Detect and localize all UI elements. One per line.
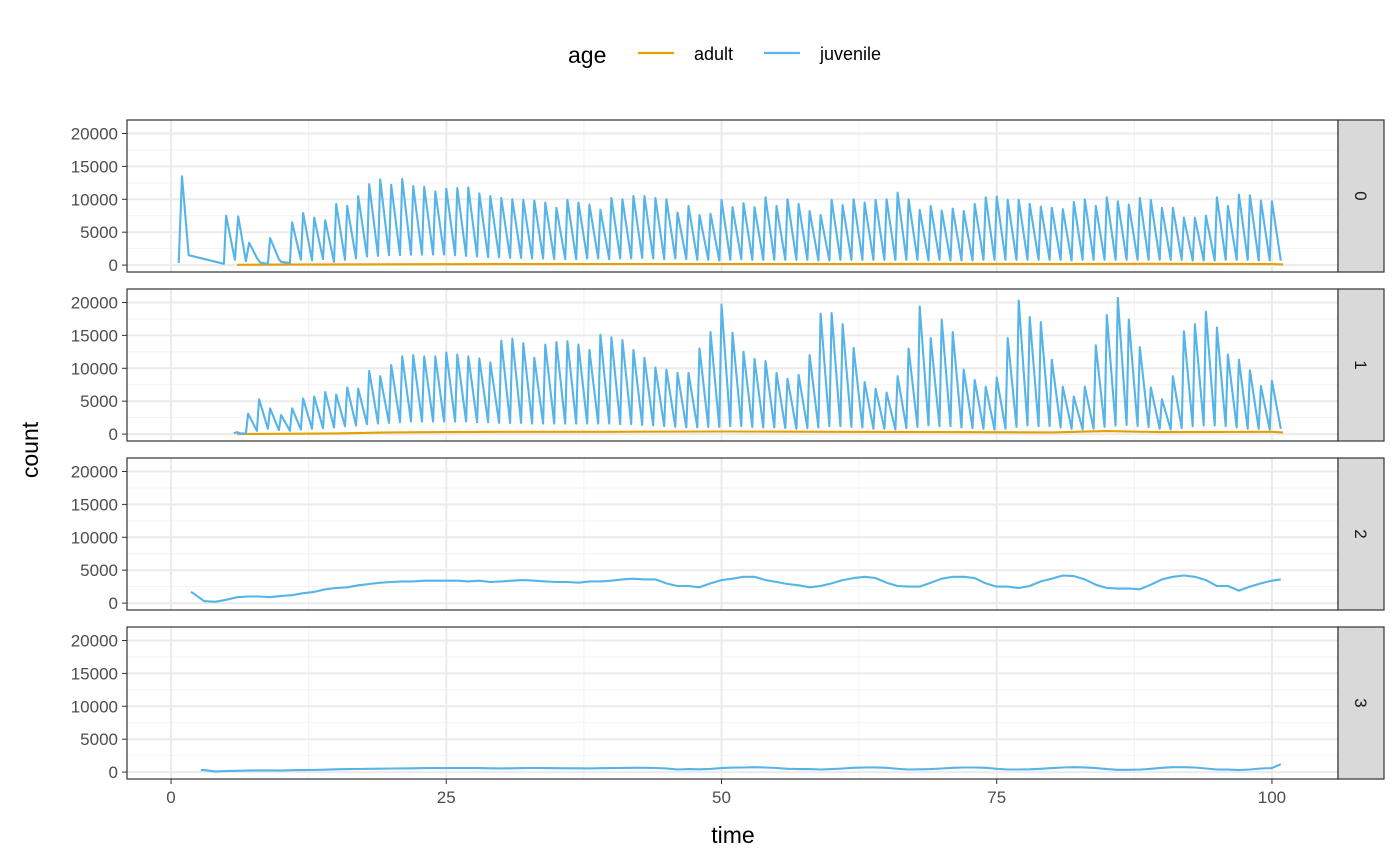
series-line-juvenile (233, 296, 1282, 435)
series-line-juvenile (190, 574, 1281, 603)
facet-strip (1337, 457, 1385, 611)
y-tick-label: 10000 (71, 697, 118, 716)
y-tick-label: 20000 (71, 293, 118, 312)
y-tick-label: 5000 (80, 223, 118, 242)
x-tick-label: 100 (1258, 788, 1286, 807)
facet-strip-label: 3 (1351, 698, 1370, 707)
legend-item-juvenile: juvenile (764, 44, 881, 64)
y-tick-label: 5000 (80, 392, 118, 411)
y-tick-label: 15000 (71, 157, 118, 176)
y-tick-label: 0 (109, 425, 118, 444)
y-tick-label: 15000 (71, 664, 118, 683)
y-tick-label: 15000 (71, 326, 118, 345)
facet-strip-label: 2 (1351, 529, 1370, 538)
legend-item-adult: adult (638, 44, 733, 64)
legend: age adult juvenile (568, 42, 881, 68)
series-line-adult (237, 262, 1284, 266)
x-tick-label: 75 (987, 788, 1006, 807)
y-tick-label: 5000 (80, 561, 118, 580)
panel-1: 0 5000 10000 15000 20000 1 (71, 288, 1385, 444)
panel-3: 0 5000 10000 15000 20000 3 (71, 626, 1385, 782)
facet-strip (1337, 288, 1385, 442)
x-tick-label: 25 (437, 788, 456, 807)
facet-panels: 0500010000150002000000500010000150002000… (71, 119, 1385, 782)
x-tick-label: 50 (712, 788, 731, 807)
panel-background (127, 458, 1338, 610)
y-tick-label: 0 (109, 594, 118, 613)
y-tick-label: 0 (109, 256, 118, 275)
y-tick-label: 20000 (71, 124, 118, 143)
facet-strip (1337, 626, 1385, 780)
y-tick-label: 10000 (71, 359, 118, 378)
y-tick-label: 0 (109, 763, 118, 782)
y-tick-label: 20000 (71, 631, 118, 650)
y-tick-label: 10000 (71, 190, 118, 209)
panel-background (127, 627, 1338, 779)
x-tick-label: 0 (166, 788, 175, 807)
legend-label-adult: adult (694, 44, 733, 64)
y-tick-label: 5000 (80, 730, 118, 749)
legend-title: age (568, 42, 606, 68)
facet-strip-label: 1 (1351, 360, 1370, 369)
series-line-juvenile (200, 763, 1282, 773)
y-tick-label: 20000 (71, 462, 118, 481)
y-axis-title: count (17, 421, 43, 478)
panel-2: 0 5000 10000 15000 20000 2 (71, 457, 1385, 613)
y-tick-label: 10000 (71, 528, 118, 547)
facet-strip (1337, 119, 1385, 273)
facet-strip-label: 0 (1351, 191, 1370, 200)
legend-label-juvenile: juvenile (819, 44, 881, 64)
series-line-juvenile (177, 175, 1282, 265)
series-line-adult (237, 430, 1284, 436)
x-axis-title: time (711, 822, 754, 848)
x-axis: 0 25 50 75 100 (166, 779, 1286, 807)
panel-0: 0 5000 10000 15000 20000 0 (71, 119, 1385, 275)
y-tick-label: 15000 (71, 495, 118, 514)
